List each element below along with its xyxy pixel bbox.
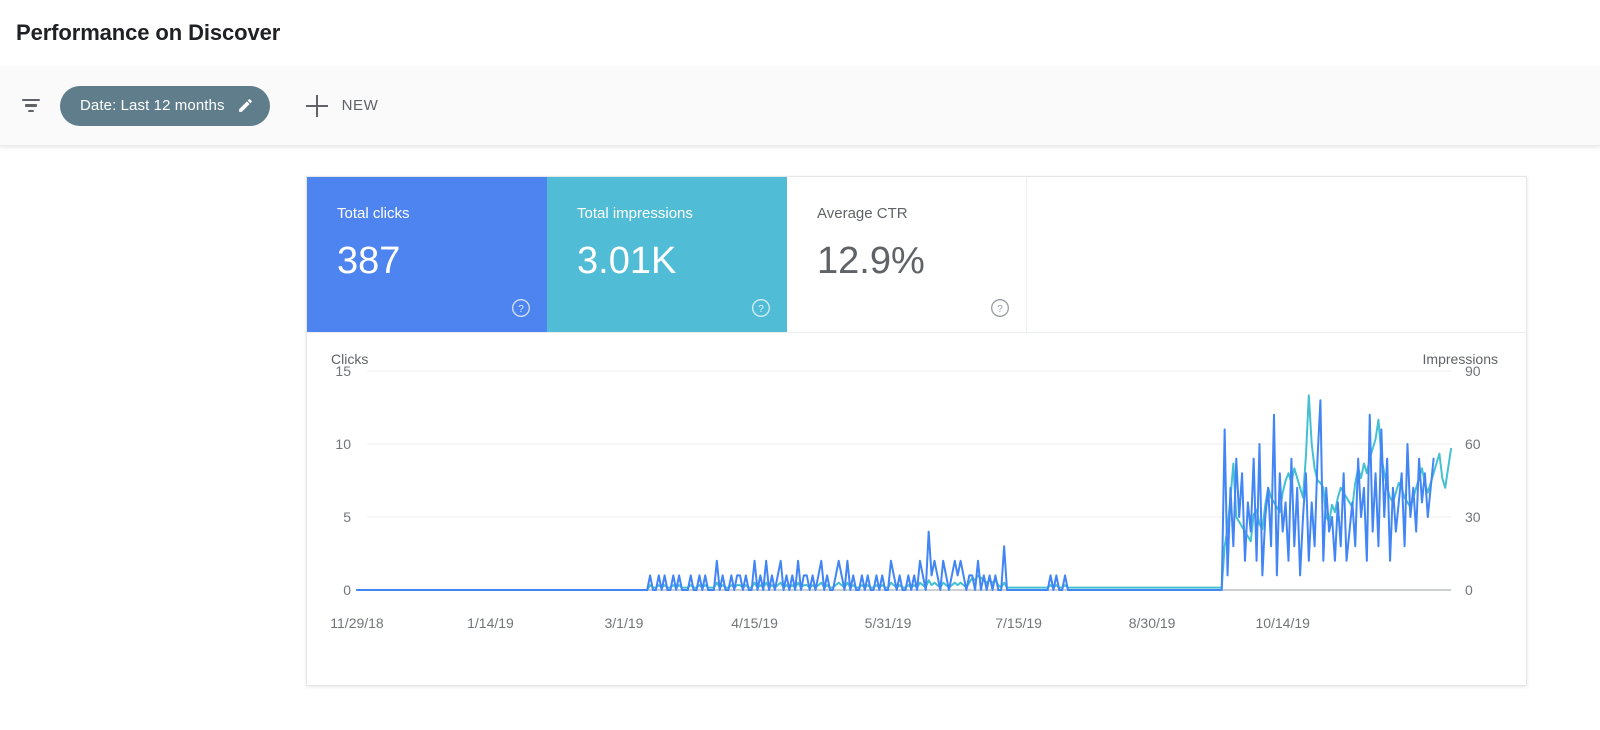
y2-axis-tick: 60 — [1465, 436, 1481, 452]
x-axis-tick: 1/14/19 — [467, 615, 514, 631]
app-header: Performance on Discover — [0, 0, 1600, 66]
y-axis-title-clicks: Clicks — [331, 351, 369, 367]
x-axis-tick: 3/1/19 — [605, 615, 644, 631]
x-axis-tick: 5/31/19 — [865, 615, 912, 631]
svg-text:?: ? — [758, 304, 764, 315]
metric-card-average-ctr[interactable]: Average CTR 12.9% ? — [787, 177, 1027, 332]
x-axis-tick: 10/14/19 — [1255, 615, 1310, 631]
y-axis-tick: 5 — [343, 509, 351, 525]
date-filter-label: Date: Last 12 months — [80, 97, 225, 114]
metric-label-average-ctr: Average CTR — [817, 205, 908, 222]
chart-canvas[interactable]: 0 5 10 15 0 30 60 90 11/29/18 1/14/19 3/1/19 4/15/1… — [307, 333, 1526, 685]
chart-line-impressions — [356, 394, 1452, 591]
help-circle-icon[interactable]: ? — [511, 298, 531, 318]
help-circle-icon[interactable]: ? — [990, 298, 1010, 318]
filter-bar-1 — [22, 98, 40, 102]
page-title: Performance on Discover — [16, 20, 281, 45]
metric-card-row: Total clicks 387 ? Total impressions 3.0… — [307, 177, 1526, 333]
x-axis-tick: 11/29/18 — [330, 615, 384, 631]
performance-panel: Total clicks 387 ? Total impressions 3.0… — [306, 176, 1527, 686]
filter-icon[interactable] — [16, 91, 46, 121]
y-axis-title-impressions: Impressions — [1422, 351, 1498, 367]
y-axis-tick: 0 — [343, 582, 351, 598]
y-axis-tick: 15 — [335, 363, 351, 379]
help-circle-icon[interactable]: ? — [751, 298, 771, 318]
x-axis-tick: 7/15/19 — [995, 615, 1042, 631]
y2-axis-tick: 30 — [1465, 509, 1481, 525]
metric-card-empty-slot — [1027, 177, 1526, 332]
metric-card-total-impressions[interactable]: Total impressions 3.01K ? — [547, 177, 787, 332]
metric-value-average-ctr: 12.9% — [817, 240, 925, 282]
filter-bar-2 — [25, 104, 37, 107]
metric-label-total-clicks: Total clicks — [337, 205, 410, 222]
filter-bar-3 — [28, 109, 34, 113]
new-filter-button[interactable]: NEW — [305, 94, 379, 117]
y2-axis-tick: 90 — [1465, 363, 1481, 379]
y2-axis-tick: 0 — [1465, 582, 1473, 598]
performance-chart: Clicks Impressions 0 5 10 15 0 30 60 90 11/29/18… — [307, 333, 1526, 685]
chart-line-clicks — [356, 399, 1435, 591]
plus-icon — [305, 94, 328, 117]
new-filter-label: NEW — [341, 97, 379, 114]
metric-label-total-impressions: Total impressions — [577, 205, 693, 222]
x-axis-tick: 4/15/19 — [731, 615, 778, 631]
content-area: Total clicks 387 ? Total impressions 3.0… — [0, 146, 1600, 730]
metric-card-total-clicks[interactable]: Total clicks 387 ? — [307, 177, 547, 332]
metric-value-total-clicks: 387 — [337, 240, 401, 282]
metric-value-total-impressions: 3.01K — [577, 240, 677, 282]
svg-text:?: ? — [997, 304, 1003, 315]
filter-bar: Date: Last 12 months NEW — [0, 66, 1600, 146]
pencil-icon[interactable] — [237, 97, 254, 114]
svg-text:?: ? — [518, 304, 524, 315]
date-filter-chip[interactable]: Date: Last 12 months — [60, 85, 270, 126]
y-axis-tick: 10 — [335, 436, 351, 452]
x-axis-tick: 8/30/19 — [1129, 615, 1176, 631]
